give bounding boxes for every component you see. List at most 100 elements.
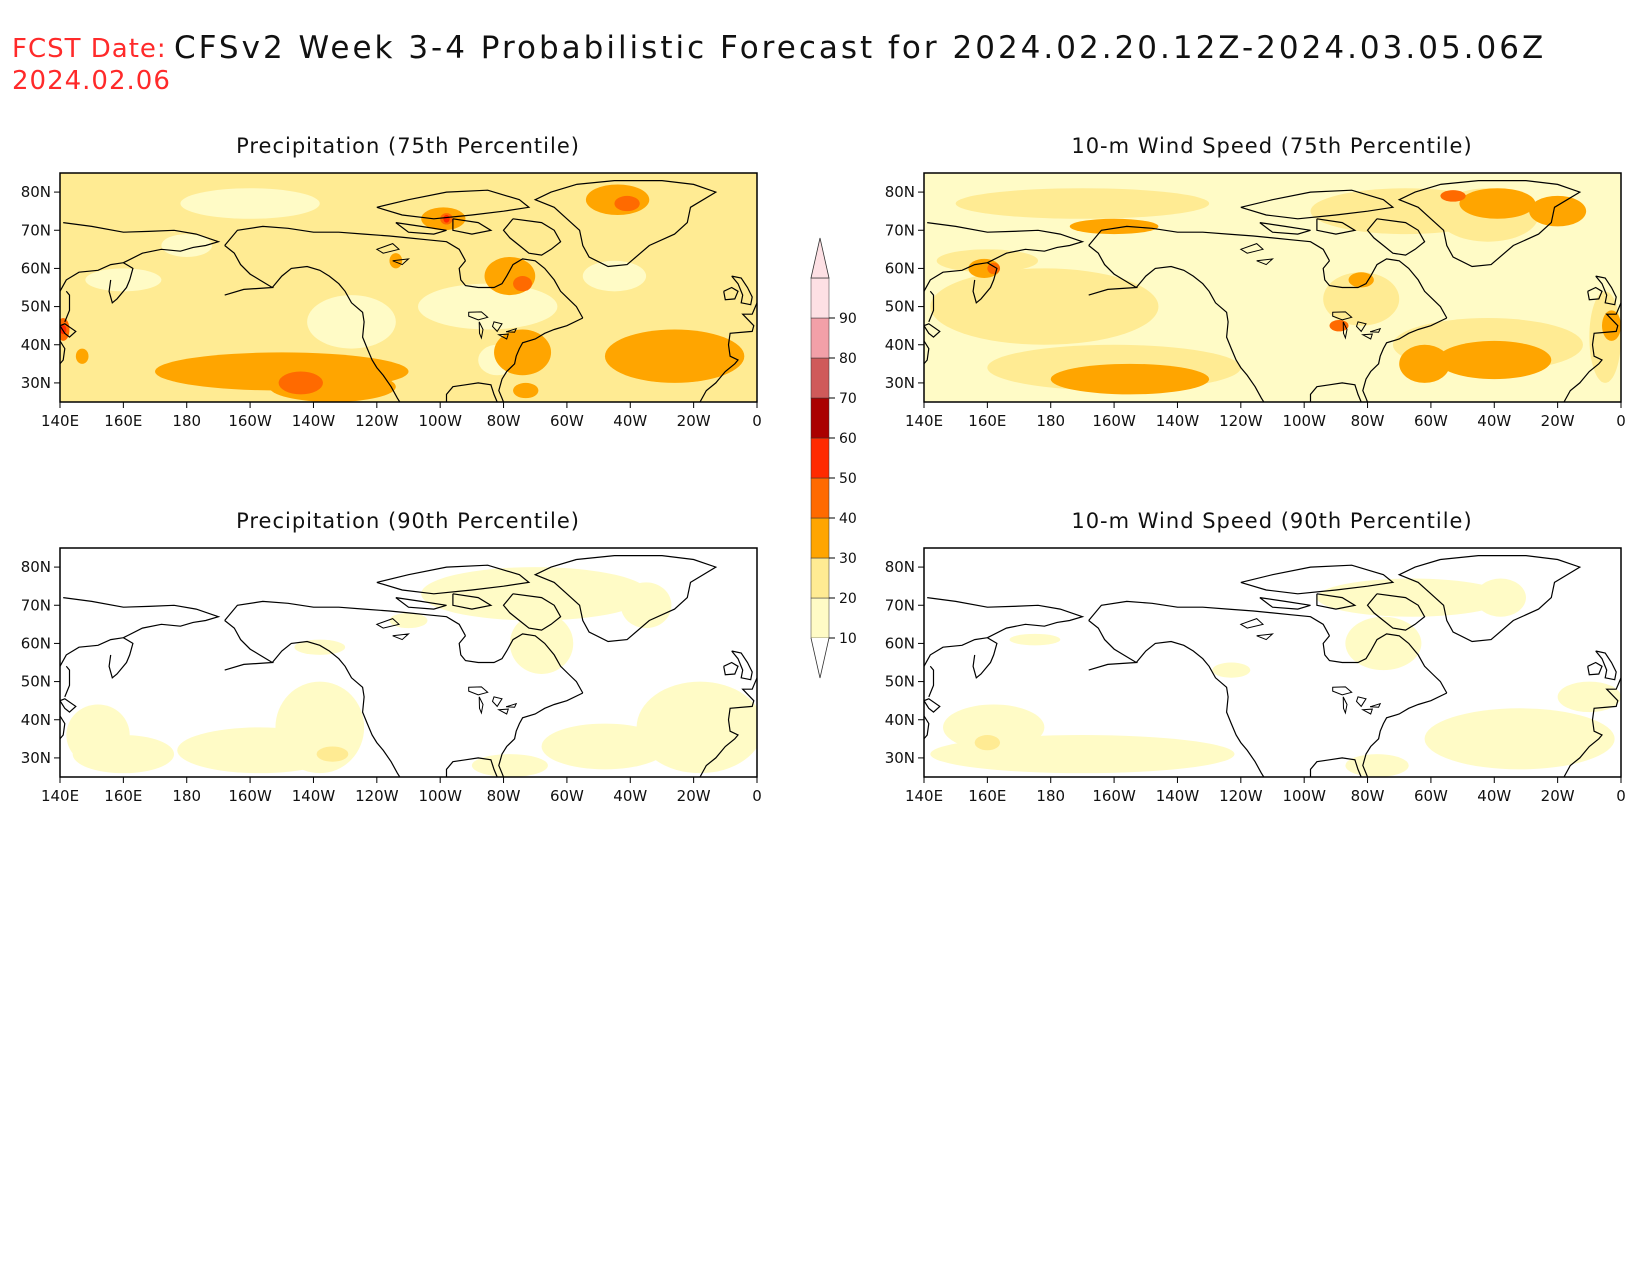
coastline-7 [502,218,562,256]
coastline-6 [533,555,718,643]
coastlines [924,180,1621,402]
lon-tick-label: 180 [172,787,201,805]
coastline-11 [1595,275,1617,306]
probability-contour-17 [278,371,323,395]
map-axes: 140E 160E 180 160W 140W 120W 100W 80W 60W 40W 20W 0… [885,183,1626,430]
lon-tick-label: 160W [1092,787,1136,805]
probability-contour-14 [1069,218,1159,235]
probability-contour-3 [1557,681,1621,713]
probability-contour-22 [443,214,450,223]
lon-tick-label: 140E [905,412,943,430]
coastline-18 [924,340,930,365]
lon-tick-label: 180 [1036,412,1065,430]
lon-tick-label: 120W [355,412,399,430]
coastline-5 [1309,382,1362,402]
colorbar-label: 40 [839,511,857,527]
coastline-7 [502,593,562,631]
lon-tick-label: 0 [1616,412,1626,430]
probability-contour-6 [421,567,650,621]
lake-outline-5 [375,618,401,629]
lake-outline-5 [375,243,401,254]
lon-tick-label: 80W [487,787,521,805]
coastline-16 [60,323,77,338]
coastline-11 [731,650,753,681]
probability-contour-10 [494,329,552,376]
probability-contour-9 [1050,363,1210,395]
lon-tick-label: 40W [613,412,647,430]
probability-contour-19 [1329,319,1349,332]
coastline-1 [224,620,275,671]
probability-contour-17 [1601,310,1621,341]
probability-contours [930,578,1621,777]
probability-contour-13 [1529,195,1587,227]
lon-tick-label: 140E [41,787,79,805]
coastline-5 [1309,757,1362,777]
lat-tick-label: 60N [21,634,51,652]
lon-tick-label: 60W [1414,412,1448,430]
panel-title: 10-m Wind Speed (75th Percentile) [1071,134,1472,158]
probability-contour-10 [294,639,346,655]
coastline-4 [498,317,584,402]
panel-precip-90: Precipitation (90th Percentile) 140E 160E… [21,509,762,805]
lake-outline-2 [1355,696,1367,708]
lon-tick-label: 160W [1092,412,1136,430]
coastline-6 [533,180,718,268]
lake-outline-4 [1369,327,1382,333]
coastline-11 [731,275,753,306]
probability-contour-8 [1009,633,1061,646]
colorbar-label: 30 [839,551,857,567]
lat-tick-label: 60N [21,259,51,277]
coastlines [924,555,1621,777]
lake-outline-3 [497,333,510,340]
coastline-15 [927,597,1085,639]
coastline-2 [271,265,401,402]
coastline-7 [1366,218,1426,256]
map-axes: 140E 160E 180 160W 140W 120W 100W 80W 60W 40W 20W 0… [885,558,1626,805]
lon-tick-label: 160E [968,412,1006,430]
lon-tick-label: 140E [905,787,943,805]
probability-contours [930,188,1621,395]
colorbar-label: 90 [839,311,857,327]
coastline-10 [1316,593,1357,610]
lon-tick-label: 140W [292,412,336,430]
lon-tick-label: 80W [1351,412,1385,430]
lon-tick-label: 20W [677,412,711,430]
lon-tick-label: 20W [677,787,711,805]
panel-wind-75: 10-m Wind Speed (75th Percentile) 140E 16… [885,134,1626,430]
probability-contour-1 [85,268,162,292]
lon-tick-label: 40W [1477,787,1511,805]
coastline-0 [1088,225,1331,262]
lat-tick-label: 50N [21,298,51,316]
lake-outline-1 [478,321,484,340]
lon-tick-label: 80W [487,412,521,430]
lon-tick-label: 60W [550,787,584,805]
coastline-12 [1587,661,1603,676]
lat-tick-label: 40N [21,336,51,354]
lon-tick-label: 20W [1541,787,1575,805]
coastline-0 [1088,600,1331,637]
probability-contour-1 [177,727,342,774]
lat-tick-label: 70N [21,221,51,239]
coastline-8 [1240,189,1395,220]
colorbar-segment-90 [810,277,830,319]
lat-tick-label: 30N [885,749,915,767]
lake-outline-0 [468,311,489,321]
lat-tick-label: 70N [885,596,915,614]
coastline-9 [1259,222,1311,235]
lat-tick-label: 80N [21,183,51,201]
lat-tick-label: 30N [21,374,51,392]
probability-contour-4 [1316,578,1507,617]
coastline-4 [1362,317,1448,402]
lon-tick-label: 120W [1219,412,1263,430]
lon-tick-label: 100W [1282,412,1326,430]
lake-outline-1 [478,696,484,715]
lon-tick-label: 40W [1477,412,1511,430]
lake-outline-3 [1361,333,1374,340]
coastline-3 [1322,258,1448,319]
coastline-16 [924,698,941,713]
coastline-17 [64,665,71,698]
colorbar-segment-80 [810,317,830,359]
coastline-13 [1563,302,1621,402]
probability-contour-8 [620,582,672,629]
probability-contour-16 [1348,272,1374,288]
